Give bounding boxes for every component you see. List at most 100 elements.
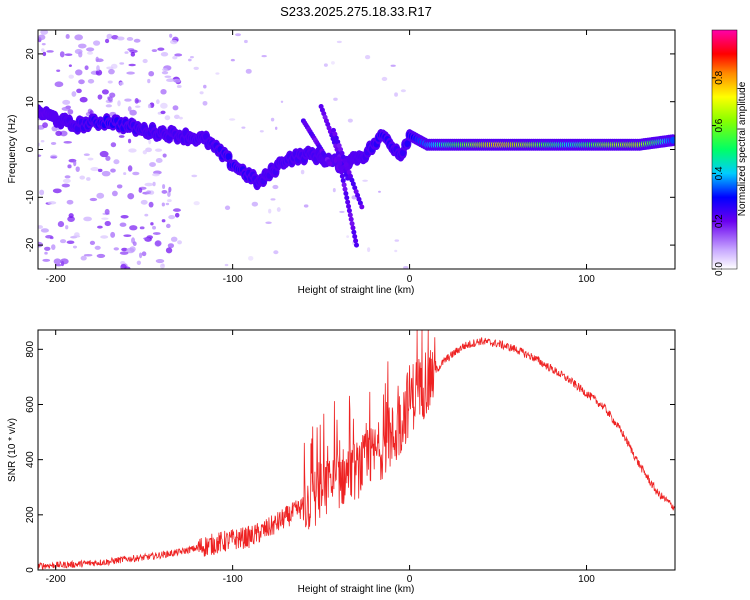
spectrogram-noise xyxy=(75,69,83,76)
spectrogram-noise xyxy=(113,159,120,165)
spectrogram-noise xyxy=(161,202,165,207)
spectrogram-xtick-label: 0 xyxy=(407,274,413,285)
spectrogram-noise xyxy=(64,175,71,179)
spectrogram-noise xyxy=(303,204,309,208)
spectrogram-noise xyxy=(106,33,113,40)
spectrogram-noise xyxy=(161,219,166,223)
spectrogram-noise xyxy=(147,78,151,84)
spectrogram-noise xyxy=(127,192,135,200)
spectrogram-noise xyxy=(169,33,173,38)
spectrogram-noise xyxy=(178,116,183,120)
spectrogram-ytick-label: -10 xyxy=(25,190,36,205)
spectrogram-noise xyxy=(152,173,160,177)
spectrogram-streak xyxy=(338,165,344,171)
spectrogram-noise xyxy=(172,105,179,111)
spectrogram-streak xyxy=(348,216,354,222)
spectrogram-noise xyxy=(147,103,152,109)
spectrogram-streak xyxy=(346,203,352,209)
spectrogram-noise xyxy=(40,30,49,35)
spectrogram-noise xyxy=(68,213,74,219)
spectrogram-noise xyxy=(168,186,172,193)
spectrogram-streak xyxy=(344,195,350,201)
spectrogram-noise xyxy=(51,244,56,250)
colorbar-tick-label: 0.0 xyxy=(714,262,725,276)
spectrogram-noise xyxy=(157,47,165,51)
spectrogram-noise xyxy=(76,88,82,94)
spectrogram-noise xyxy=(273,250,279,255)
spectrogram-noise xyxy=(170,236,178,242)
spectrogram-noise xyxy=(148,71,155,77)
spectrogram-noise xyxy=(161,71,169,75)
colorbar: 0.0 0.2 0.4 0.6 0.8 Normalized spectral ampl… xyxy=(711,29,748,276)
spectrogram-noise xyxy=(336,40,342,44)
spectrogram-noise xyxy=(202,100,208,106)
spectrogram-streak xyxy=(353,238,359,244)
spectrogram-noise xyxy=(89,240,96,246)
spectrogram-noise xyxy=(400,89,406,93)
spectrogram-noise xyxy=(80,255,87,261)
colorbar-tick-label: 0.6 xyxy=(714,118,725,132)
spectrogram-noise xyxy=(41,48,45,52)
spectrogram-noise xyxy=(174,212,180,218)
spectrogram-streak xyxy=(350,181,356,187)
spectrogram-noise xyxy=(136,260,142,265)
colorbar-tick-label: 0.4 xyxy=(714,166,725,180)
snr-xtick-label: 0 xyxy=(407,574,413,585)
spectrogram-noise xyxy=(119,251,129,255)
spectrogram-streak xyxy=(342,186,348,192)
spectrogram-noise xyxy=(164,75,172,78)
spectrogram-noise xyxy=(40,228,49,233)
spectrogram-noise xyxy=(167,191,171,198)
spectrogram-noise xyxy=(61,106,71,111)
spectrogram-ridge-core xyxy=(399,149,406,157)
snr-series-line xyxy=(38,330,675,570)
spectrogram-noise xyxy=(89,197,98,202)
spectrogram-noise xyxy=(280,100,284,103)
spectrogram-noise xyxy=(94,245,101,250)
spectrogram-noise xyxy=(193,201,200,206)
spectrogram-noise xyxy=(193,66,199,70)
spectrogram-streak xyxy=(339,150,345,156)
spectrogram-noise xyxy=(68,74,74,79)
spectrogram-noise xyxy=(117,100,121,107)
spectrogram-noise xyxy=(119,222,127,227)
spectrogram-streak xyxy=(350,225,356,231)
colorbar-gradient xyxy=(711,29,738,270)
snr-ytick-label: 600 xyxy=(25,396,36,413)
spectrogram-streak xyxy=(353,189,359,195)
spectrogram-noise xyxy=(78,79,85,85)
spectrogram-noise xyxy=(84,65,89,71)
spectrogram-noise xyxy=(261,55,267,58)
spectrogram-noise xyxy=(132,241,137,247)
spectrogram-noise xyxy=(156,99,160,105)
spectrogram-noise xyxy=(229,118,236,121)
snr-ticks: -200 -100 0 100 0 200 400 600 800 xyxy=(25,330,675,585)
spectrogram-noise xyxy=(62,99,71,105)
spectrogram-noise xyxy=(174,53,183,57)
spectrogram-noise xyxy=(116,36,125,41)
spectrogram-noise xyxy=(95,56,99,63)
spectrogram-noise xyxy=(333,97,338,101)
spectrogram-noise xyxy=(160,89,167,95)
spectrogram-noise xyxy=(110,168,116,173)
spectrogram-noise xyxy=(111,190,118,197)
spectrogram-noise xyxy=(265,221,272,224)
spectrogram-noise xyxy=(110,231,116,238)
spectrogram-noise xyxy=(251,201,259,207)
spectrogram-noise xyxy=(97,94,103,100)
spectrogram-noise xyxy=(124,266,131,269)
spectrogram-streak xyxy=(346,208,352,214)
spectrogram-noise xyxy=(168,214,176,220)
spectrogram-streak xyxy=(342,158,348,164)
spectrogram-noise xyxy=(123,234,132,237)
spectrogram-noise xyxy=(123,172,127,175)
spectrogram-noise xyxy=(270,198,276,201)
spectrogram-noise xyxy=(161,189,168,194)
spectrogram-noise xyxy=(394,239,400,242)
spectrogram-noise xyxy=(139,226,145,230)
spectrogram-noise xyxy=(38,154,42,157)
spectrogram-ridge-core xyxy=(225,153,232,161)
spectrogram-noise xyxy=(367,247,371,253)
spectrogram-streak xyxy=(343,190,349,196)
snr-ytick-label: 800 xyxy=(25,341,36,358)
